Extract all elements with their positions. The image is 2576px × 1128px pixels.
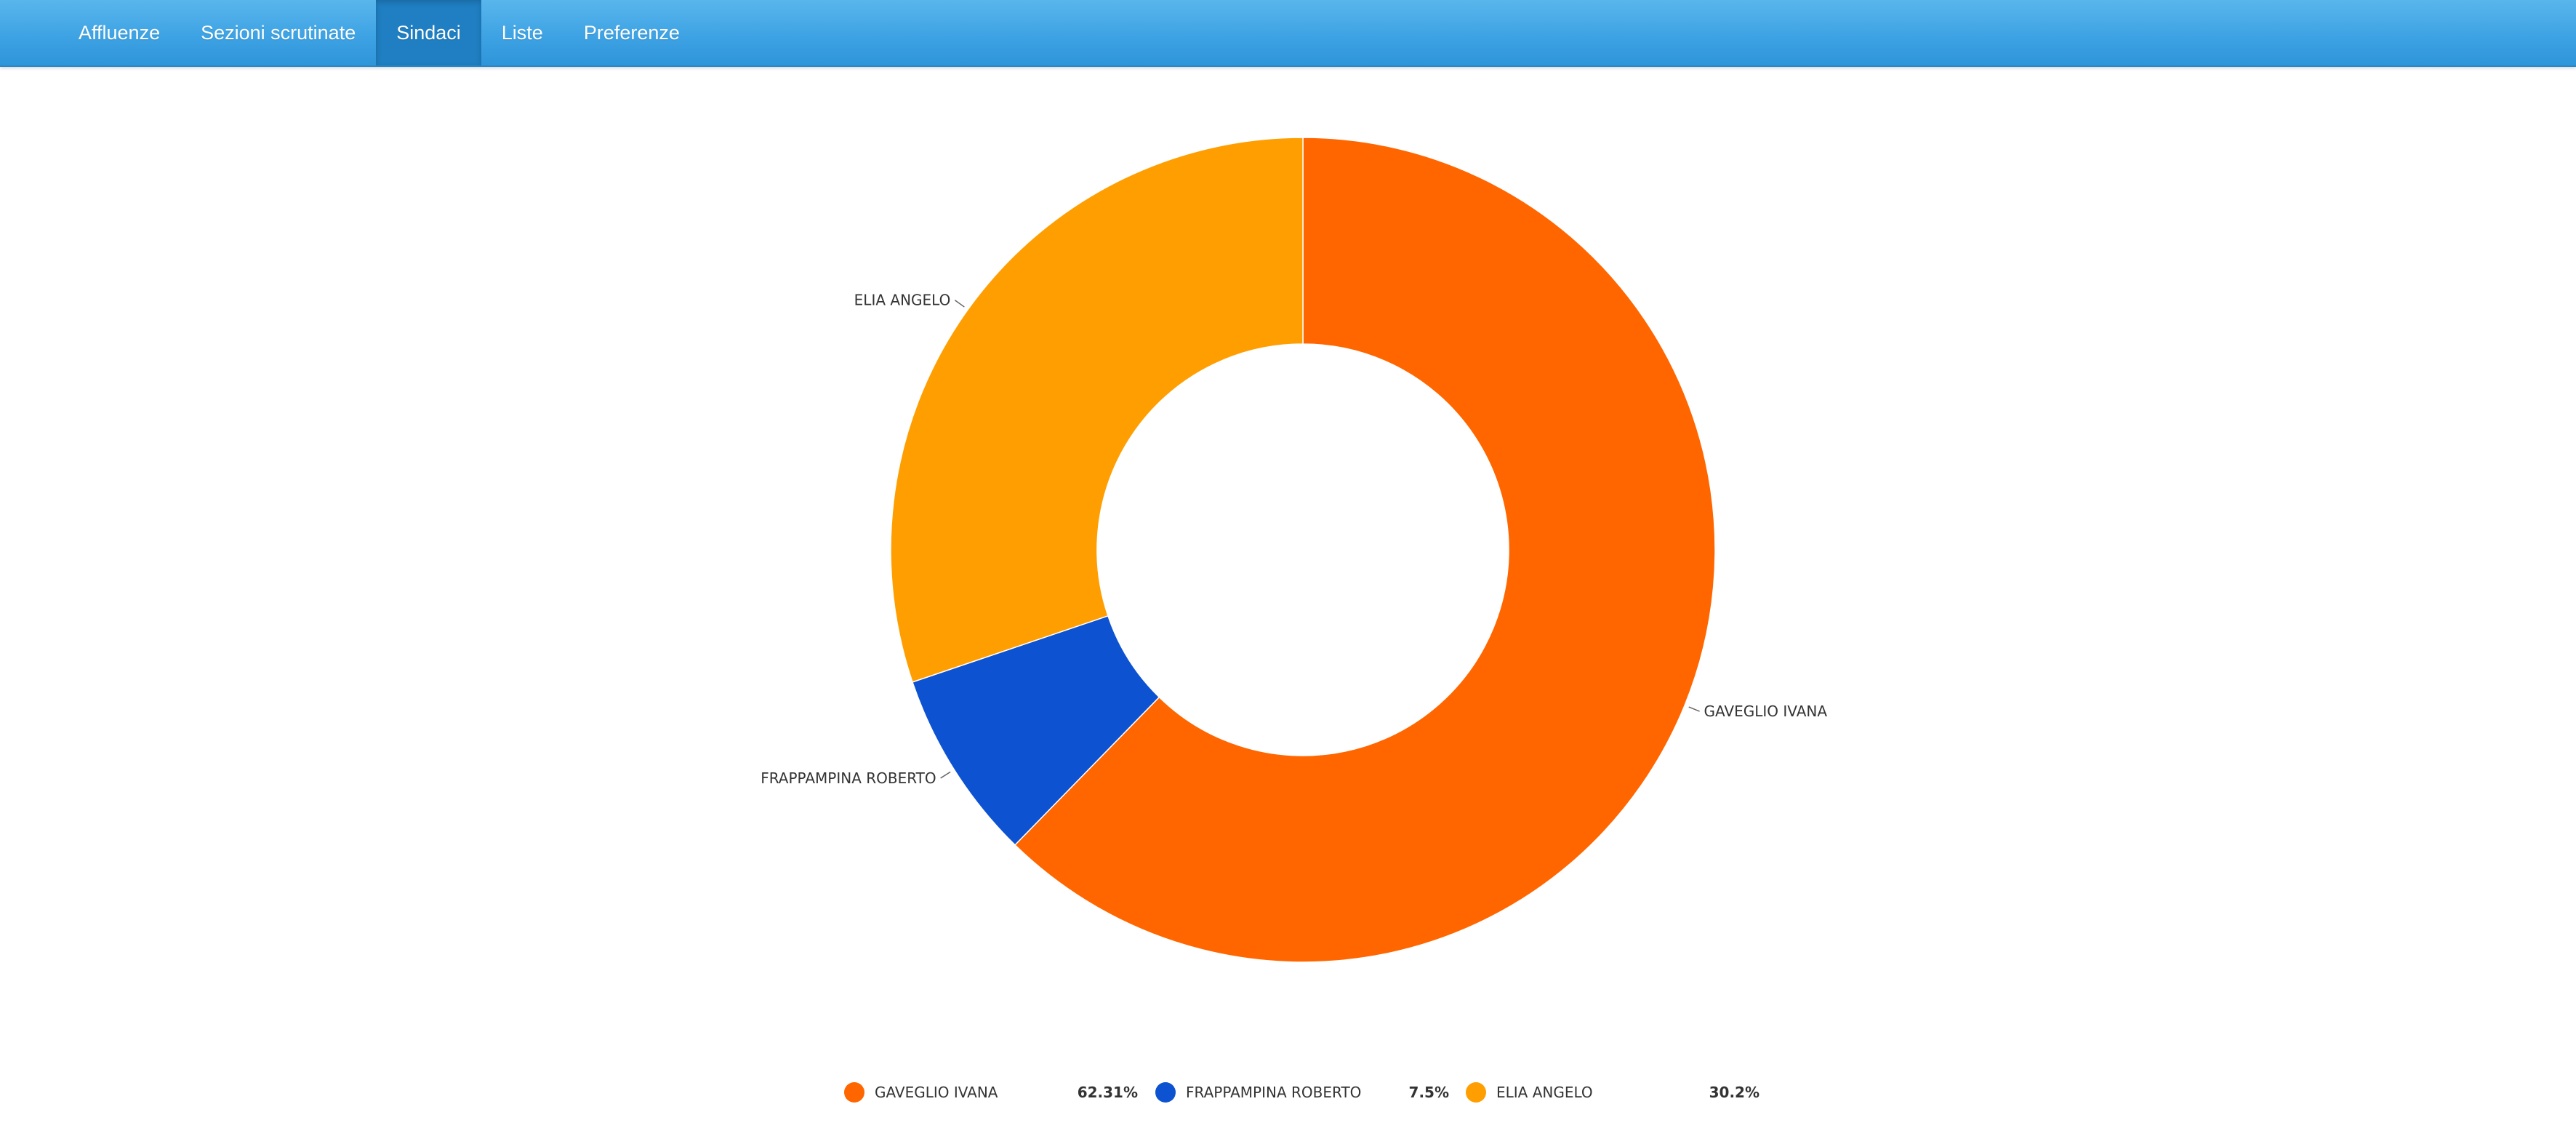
slice-elia-angelo[interactable] xyxy=(890,137,1304,683)
legend-label-gaveglio-ivana: GAVEGLIO IVANA xyxy=(875,1084,998,1101)
slice-label-gaveglio-ivana: GAVEGLIO IVANA xyxy=(1704,703,1828,720)
legend-marker-frappampina-roberto xyxy=(1155,1082,1176,1103)
legend-marker-elia-angelo xyxy=(1466,1082,1486,1103)
legend-item-elia-angelo[interactable]: ELIA ANGELO 30.2% xyxy=(1466,1082,1760,1103)
donut-chart: GAVEGLIO IVANA FRAPPAMPINA ROBERTO ELIA AN… xyxy=(761,137,1828,1103)
nav-menu: Affluenze Sezioni scrutinate Sindaci Lis… xyxy=(58,0,700,65)
legend-marker-gaveglio-ivana xyxy=(844,1082,864,1103)
legend-value-gaveglio-ivana: 62.31% xyxy=(1078,1084,1138,1101)
label-leader-gaveglio-ivana xyxy=(1688,706,1700,712)
legend-label-elia-angelo: ELIA ANGELO xyxy=(1496,1084,1593,1101)
top-navbar: Affluenze Sezioni scrutinate Sindaci Lis… xyxy=(0,0,2576,67)
label-leader-elia-angelo xyxy=(954,300,965,308)
chart-area: GAVEGLIO IVANA FRAPPAMPINA ROBERTO ELIA AN… xyxy=(0,67,2576,1124)
nav-item-liste[interactable]: Liste xyxy=(501,21,543,44)
legend-item-frappampina-roberto[interactable]: FRAPPAMPINA ROBERTO 7.5% xyxy=(1155,1082,1449,1103)
slice-gaveglio-ivana[interactable] xyxy=(1014,137,1716,963)
legend-value-elia-angelo: 30.2% xyxy=(1709,1084,1760,1101)
legend-item-gaveglio-ivana[interactable]: GAVEGLIO IVANA 62.31% xyxy=(844,1082,1138,1103)
legend-label-frappampina-roberto: FRAPPAMPINA ROBERTO xyxy=(1186,1084,1361,1101)
nav-item-sindaci[interactable]: Sindaci xyxy=(376,0,481,65)
label-leader-frappampina-roberto xyxy=(940,771,951,779)
nav-item-sezioni-scrutinate[interactable]: Sezioni scrutinate xyxy=(201,21,356,44)
slice-label-frappampina-roberto: FRAPPAMPINA ROBERTO xyxy=(761,769,936,787)
nav-item-preferenze[interactable]: Preferenze xyxy=(583,21,680,44)
legend-value-frappampina-roberto: 7.5% xyxy=(1409,1084,1449,1101)
nav-item-affluenze[interactable]: Affluenze xyxy=(79,21,161,44)
slice-label-elia-angelo: ELIA ANGELO xyxy=(854,292,951,309)
